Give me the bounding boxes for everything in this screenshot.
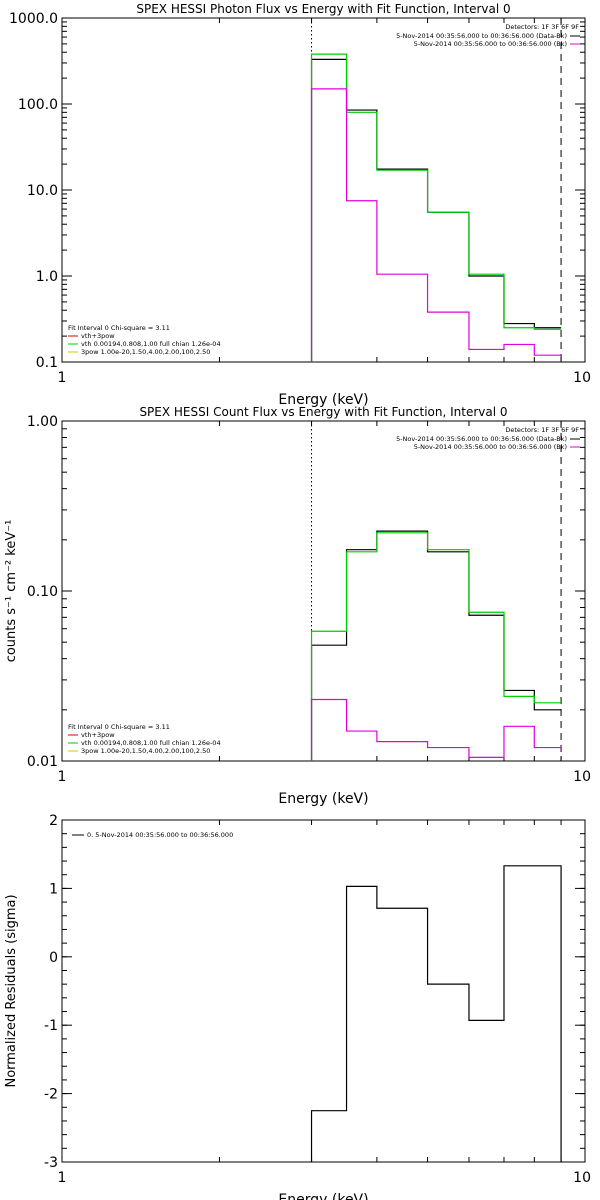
series-0-steps <box>310 865 562 1162</box>
series-0-steps <box>310 58 562 362</box>
x-tick-label: 10 <box>573 769 591 785</box>
y-tick-label: -2 <box>44 1087 58 1103</box>
legend-header: Fit Interval 0 Chi-square = 3.11 <box>68 324 170 332</box>
legend-entry: vth+3pow <box>81 332 115 340</box>
x-tick-label: 1 <box>58 1170 67 1186</box>
y-tick-label: 2 <box>49 813 58 829</box>
y-tick-label: -1 <box>44 1018 58 1034</box>
y-tick-label: 1000.0 <box>9 11 58 27</box>
y-axis-label: counts s⁻¹ cm⁻² keV⁻¹ <box>4 520 19 663</box>
legend-entry: 5-Nov-2014 00:35:56.000 to 00:36:56.000 … <box>414 40 567 48</box>
legend-header: Fit Interval 0 Chi-square = 3.11 <box>68 723 170 731</box>
x-tick-label: 1 <box>58 370 67 386</box>
x-tick-label: 10 <box>573 370 591 386</box>
legend-header: Detectors: 1F 3F 6F 9F <box>505 426 579 434</box>
legend-entry: 5-Nov-2014 00:35:56.000 to 00:36:56.000 … <box>396 435 567 443</box>
legend-top-right: Detectors: 1F 3F 6F 9F5-Nov-2014 00:35:5… <box>396 426 580 451</box>
legend-entry: 0. 5-Nov-2014 00:35:56.000 to 00:36:56.0… <box>87 831 233 839</box>
legend-entry: vth+3pow <box>81 731 115 739</box>
series-1-steps <box>310 532 562 761</box>
x-tick-label: 10 <box>573 1170 591 1186</box>
y-tick-label: 1.00 <box>27 414 58 430</box>
x-axis-label: Energy (keV) <box>278 1192 368 1200</box>
legend-entry: vth 0.00194,0.808,1.00 full chian 1.26e-… <box>81 739 221 747</box>
y-tick-label: 0 <box>49 950 58 966</box>
y-tick-label: 0.1 <box>36 355 58 371</box>
y-tick-label: 1.0 <box>36 269 58 285</box>
y-tick-label: 1 <box>49 881 58 897</box>
series-2-steps <box>310 698 562 761</box>
x-axis-label: Energy (keV) <box>278 392 368 408</box>
chart-title: SPEX HESSI Photon Flux vs Energy with Fi… <box>136 2 510 16</box>
chart-0: 0.1 1.0 10.0 100.0 1000.0 1 10 SPEX HESSI Photo… <box>9 2 591 408</box>
y-tick-label: 0.10 <box>27 584 58 600</box>
x-axis-label: Energy (keV) <box>278 791 368 807</box>
legend-entry: vth 0.00194,0.808,1.00 full chian 1.26e-… <box>81 340 221 348</box>
legend-entry: 5-Nov-2014 00:35:56.000 to 00:36:56.000 … <box>396 32 567 40</box>
legend-top-right: Detectors: 1F 3F 6F 9F5-Nov-2014 00:35:5… <box>396 23 580 48</box>
y-tick-label: -3 <box>44 1155 58 1171</box>
y-tick-label: 10.0 <box>27 183 58 199</box>
x-tick-label: 1 <box>58 769 67 785</box>
legend-entry: 3pow 1.00e-20,1.50,4.00,2.00,100,2.50 <box>81 348 210 356</box>
y-axis-label: Normalized Residuals (sigma) <box>4 894 19 1087</box>
plot-frame <box>61 819 586 1163</box>
legend-bottom-left: Fit Interval 0 Chi-square = 3.11vth+3pow… <box>68 723 221 755</box>
y-tick-label: 0.01 <box>27 754 58 770</box>
chart-title: SPEX HESSI Count Flux vs Energy with Fit… <box>139 405 507 419</box>
plot-frame <box>61 17 586 363</box>
legend-entry: 3pow 1.00e-20,1.50,4.00,2.00,100,2.50 <box>81 747 210 755</box>
series-1-steps <box>310 53 562 362</box>
legend-header: Detectors: 1F 3F 6F 9F <box>505 23 579 31</box>
legend-top-left: 0. 5-Nov-2014 00:35:56.000 to 00:36:56.0… <box>72 831 233 839</box>
plot-frame <box>61 420 586 762</box>
chart-1: 0.01 0.10 1.00 1 10 SPEX HESSI Count Flux vs … <box>4 405 591 807</box>
legend-entry: 5-Nov-2014 00:35:56.000 to 00:36:56.000 … <box>414 443 567 451</box>
series-2-steps <box>310 88 562 362</box>
y-tick-label: 100.0 <box>18 97 58 113</box>
chart-2: -3 -2 -1 0 1 2 1 10 Energy (keV) Normalized Resid… <box>4 813 591 1200</box>
legend-bottom-left: Fit Interval 0 Chi-square = 3.11vth+3pow… <box>68 324 221 356</box>
